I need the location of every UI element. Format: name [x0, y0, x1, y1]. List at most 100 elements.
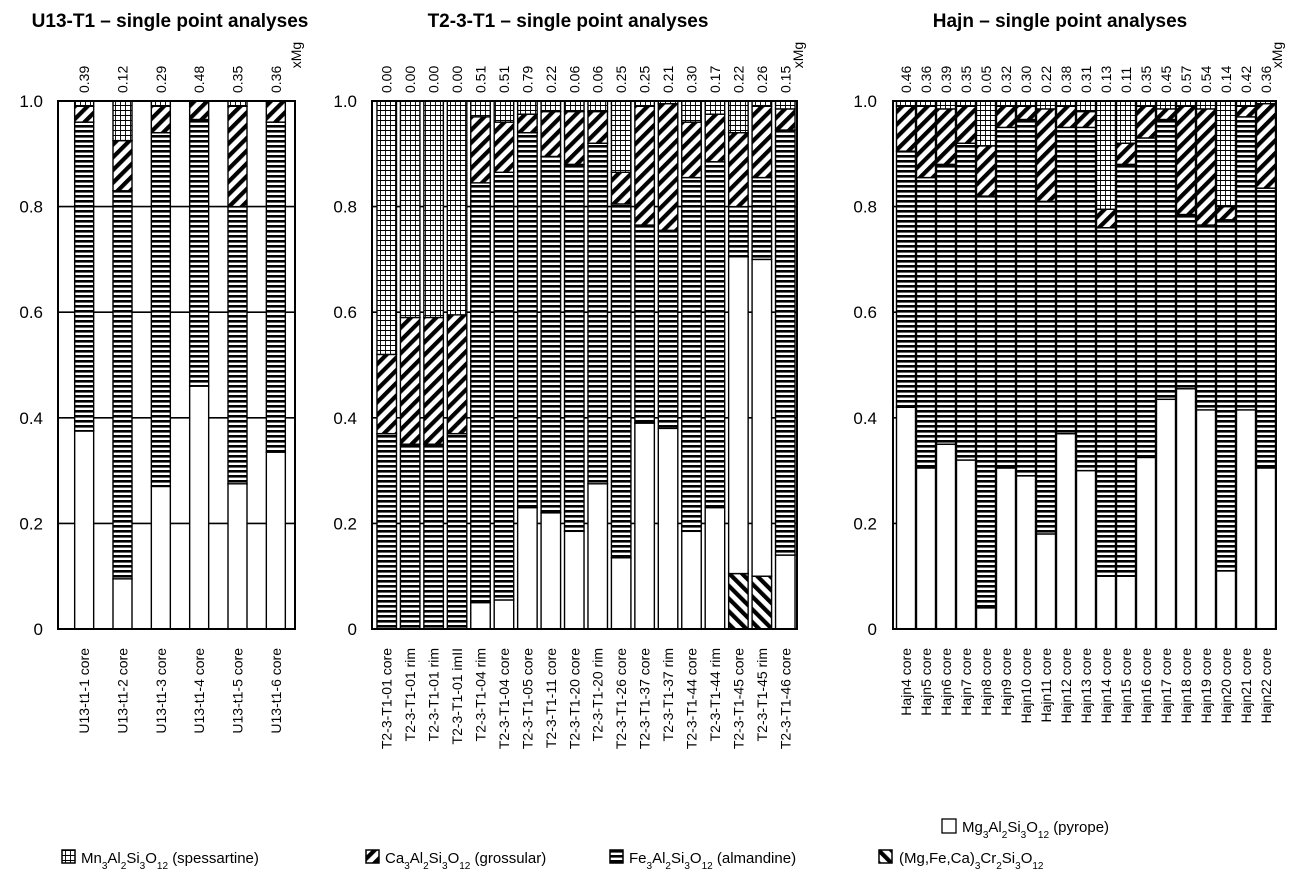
xmg-label: 0.15 [777, 66, 793, 93]
bar-segment-almandine [470, 182, 491, 604]
bar-segment-pyrope [188, 385, 210, 630]
bar-segment-grossular [1155, 108, 1177, 121]
bar-stack [150, 100, 172, 630]
bar-segment-spessartine [1035, 100, 1057, 110]
bar-segment-almandine [1175, 213, 1197, 390]
category-label: Hajn12 core [1058, 648, 1074, 724]
category-label: Hajn11 core [1038, 648, 1054, 723]
bar-segment-spessartine [516, 100, 538, 115]
bar-segment-spessartine [1095, 100, 1117, 210]
legend-chromium-formula: (Mg,Fe,Ca)3Cr2Si3O12 [899, 850, 1044, 872]
bar-segment-pyrope [1195, 409, 1217, 630]
bar-segment-grossular [376, 353, 398, 435]
bar-segment-almandine [376, 432, 398, 630]
y-tick-label: 1.0 [853, 92, 877, 111]
bar-segment-chromium [751, 575, 773, 630]
category-label: T2-3-T1-20 rim [590, 648, 606, 741]
bar-segment-almandine [150, 131, 172, 488]
bar-segment-grossular [1015, 105, 1037, 121]
legend-pyrope-label: (pyrope) [1053, 819, 1109, 836]
bar-segment-almandine [423, 443, 445, 630]
category-label: U13-t1-5 core [230, 648, 246, 734]
bar-segment-almandine [704, 161, 726, 509]
bar-segment-pyrope [1175, 388, 1197, 630]
y-tick-label: 1.0 [19, 92, 43, 111]
bar-segment-pyrope [704, 506, 726, 630]
legend-almandine-formula: Fe3Al2Si3O12 [629, 850, 713, 872]
xmg-label: 0.39 [76, 66, 92, 93]
xmg-label: 0.00 [449, 66, 465, 93]
bar-segment-almandine [895, 150, 917, 408]
bar-segment-spessartine [376, 100, 398, 356]
y-tick-label: 0.6 [19, 303, 43, 322]
legend-pyrope: Mg3Al2Si3O12 (pyrope) [941, 818, 1109, 841]
xmg-header: xMg [1269, 42, 1285, 68]
category-label: Hajn8 core [978, 648, 994, 716]
xmg-header: xMg [288, 42, 304, 68]
bar-segment-grossular [1195, 108, 1217, 226]
bar-stack [112, 100, 133, 630]
bar-segment-almandine [751, 176, 773, 261]
bar-segment-grossular [1115, 142, 1137, 166]
bar-segment-almandine [516, 131, 538, 509]
bar-segment-almandine [446, 432, 468, 630]
bar-segment-almandine [1095, 227, 1117, 577]
bar-segment-grossular [1135, 105, 1157, 139]
bar-segment-spessartine [1155, 100, 1177, 110]
bar-segment-grossular [1255, 102, 1277, 189]
bar-stack [895, 100, 917, 630]
category-label: T2-3-T1-44 rim [707, 648, 723, 741]
panel3-title: Hajn – single point analyses [933, 11, 1187, 32]
bar-segment-almandine [227, 205, 248, 485]
bar-segment-grossular [73, 105, 95, 123]
xmg-label: 0.35 [230, 66, 246, 93]
category-label: T2-3-T1-11 core [543, 648, 559, 748]
bar-segment-pyrope [895, 406, 917, 630]
category-label: Hajn5 core [918, 648, 934, 716]
category-label: T2-3-T1-05 core [519, 648, 535, 749]
bar-stack [1155, 100, 1177, 630]
xmg-label: 0.26 [754, 66, 770, 93]
bar-segment-grossular [1075, 110, 1097, 129]
xmg-label: 0.11 [1118, 67, 1134, 93]
legend-almandine: Fe3Al2Si3O12 (almandine) [609, 849, 796, 872]
bar-segment-almandine [1255, 187, 1277, 469]
bar-segment-spessartine [975, 100, 997, 147]
xmg-label: 0.00 [379, 66, 395, 93]
bar-segment-almandine [657, 229, 679, 430]
xmg-header: xMg [790, 42, 806, 68]
bar-segment-grossular [1095, 208, 1117, 229]
category-label: T2-3-T1-20 core [566, 648, 582, 749]
category-label: Hajn4 core [898, 648, 914, 716]
legend-grossular-formula: Ca3Al2Si3O12 [385, 850, 471, 872]
xmg-label: 0.30 [684, 66, 700, 93]
category-label: U13-t1-3 core [153, 648, 169, 734]
bar-stack [995, 100, 1017, 630]
category-label: Hajn21 core [1238, 648, 1254, 724]
plot-frame [371, 100, 798, 630]
bar-segment-grossular [634, 105, 656, 226]
xmg-label: 0.36 [918, 66, 934, 93]
xmg-label: 0.25 [637, 66, 653, 93]
xmg-label: 0.06 [590, 66, 606, 93]
panel-2: 0 0.2 0.4 0.6 0.8 1.0 0.00 T2-3-T1-01 core 0.00 T… [333, 42, 806, 749]
bar-segment-spessartine [1075, 100, 1097, 113]
bar-stack [610, 100, 632, 630]
bar-segment-grossular [1035, 108, 1057, 203]
bar-segment-pyrope [493, 599, 515, 630]
bar-segment-pyrope [227, 483, 248, 630]
bar-segment-grossular [681, 121, 702, 179]
bar-segment-almandine [112, 190, 133, 580]
bar-stack [975, 100, 997, 630]
category-label: T2-3-T1-01 rim [402, 648, 418, 741]
category-label: U13-t1-4 core [191, 648, 207, 734]
bar-stack [751, 100, 773, 630]
xmg-label: 0.00 [426, 66, 442, 93]
bar-segment-pyrope [1155, 398, 1177, 630]
category-label: Hajn18 core [1178, 648, 1194, 724]
bar-segment-almandine [915, 176, 937, 469]
bar-segment-grossular [704, 113, 726, 163]
xmg-label: 0.22 [1038, 66, 1054, 93]
bar-segment-almandine [610, 203, 632, 559]
bar-segment-spessartine [935, 100, 957, 110]
